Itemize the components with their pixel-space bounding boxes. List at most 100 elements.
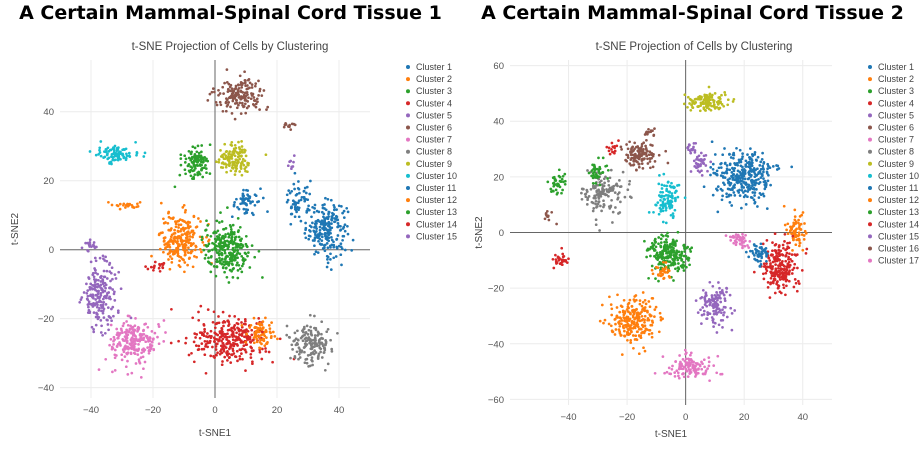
data-point [734,233,738,236]
data-point [742,195,746,199]
data-point [694,141,698,145]
data-point [720,93,723,97]
data-point [243,258,247,262]
data-point [730,328,734,332]
data-point [79,298,83,301]
data-point [88,285,92,289]
data-point [774,272,778,276]
data-point [735,176,738,180]
data-point [101,305,105,309]
data-point [310,358,313,362]
data-point [784,293,787,297]
data-point [791,249,794,252]
data-point [207,239,210,243]
data-point [617,139,620,142]
data-point [97,309,101,312]
data-point [797,221,800,225]
data-point [631,309,634,312]
data-point [659,244,662,248]
data-point [700,169,703,173]
data-point [89,294,93,297]
data-point [785,278,789,282]
data-point [108,315,111,319]
data-point [665,243,669,247]
data-point [303,333,306,337]
data-point [215,258,219,261]
data-point [310,333,314,337]
data-point [782,286,786,290]
data-point [244,111,248,115]
data-point [612,184,616,188]
data-point [662,172,666,176]
data-point [271,360,274,364]
data-point [108,343,111,347]
data-point [197,318,201,322]
data-point [766,179,770,183]
data-point [320,219,324,223]
data-point [601,184,605,188]
data-point [783,267,786,271]
data-point [659,195,662,199]
data-point [785,228,788,232]
data-point [235,243,238,247]
series-6 [206,68,297,131]
data-point [565,261,569,264]
data-point [709,173,712,177]
data-point [653,315,656,318]
data-point [696,311,700,314]
data-point [712,364,716,367]
data-point [669,246,672,249]
data-point [661,209,665,213]
data-point [236,269,240,272]
data-point [675,239,678,243]
data-point [717,166,721,170]
data-point [587,195,591,198]
data-point [233,248,237,252]
data-point [236,91,240,94]
data-point [648,157,652,161]
data-point [190,243,194,246]
data-point [198,331,202,334]
data-point [226,359,229,362]
data-point [150,254,153,258]
data-point [129,324,132,328]
data-point [262,337,266,341]
data-point [725,287,729,290]
data-point [339,253,343,257]
data-point [762,177,765,180]
y-tick-label: 60 [493,61,504,72]
data-point [224,235,227,239]
data-point [794,254,798,257]
data-point [586,198,589,202]
data-point [232,147,236,151]
data-point [126,359,129,363]
data-point [689,353,692,357]
series-14 [605,139,620,156]
data-point [765,262,768,265]
data-point [290,343,294,347]
data-point [665,241,669,244]
data-point [112,335,116,339]
data-point [297,199,301,203]
data-point [735,237,738,241]
series-12 [240,316,279,350]
data-point [754,178,758,182]
data-point [247,251,250,254]
data-point [726,178,730,182]
data-point [246,100,250,103]
data-point [220,329,223,333]
data-point [712,309,715,313]
data-point [734,243,738,247]
data-point [238,170,242,173]
data-point [619,145,623,149]
data-point [92,296,95,300]
data-point [104,286,107,290]
data-point [341,211,344,215]
data-point [771,241,774,244]
data-point [739,158,743,162]
data-point [238,225,242,229]
data-point [759,242,763,246]
series-13 [587,156,610,187]
data-point [215,342,219,346]
data-point [728,235,732,239]
